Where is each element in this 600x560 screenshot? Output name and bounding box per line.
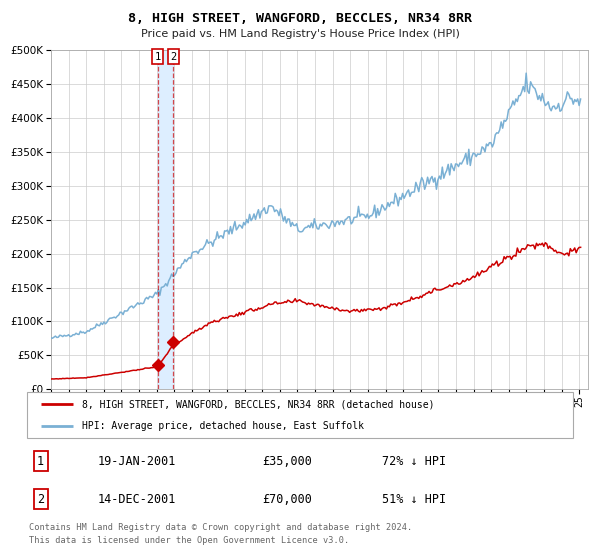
Text: 8, HIGH STREET, WANGFORD, BECCLES, NR34 8RR (detached house): 8, HIGH STREET, WANGFORD, BECCLES, NR34 … — [82, 399, 434, 409]
Text: This data is licensed under the Open Government Licence v3.0.: This data is licensed under the Open Gov… — [29, 536, 349, 545]
Text: 1: 1 — [37, 455, 44, 468]
Text: Contains HM Land Registry data © Crown copyright and database right 2024.: Contains HM Land Registry data © Crown c… — [29, 523, 412, 532]
Text: Price paid vs. HM Land Registry's House Price Index (HPI): Price paid vs. HM Land Registry's House … — [140, 29, 460, 39]
Text: 2: 2 — [170, 52, 176, 62]
Text: £35,000: £35,000 — [262, 455, 311, 468]
Bar — [158, 50, 173, 389]
Text: £70,000: £70,000 — [262, 493, 311, 506]
Text: 8, HIGH STREET, WANGFORD, BECCLES, NR34 8RR: 8, HIGH STREET, WANGFORD, BECCLES, NR34 … — [128, 12, 472, 25]
Text: HPI: Average price, detached house, East Suffolk: HPI: Average price, detached house, East… — [82, 421, 364, 431]
Text: 51% ↓ HPI: 51% ↓ HPI — [382, 493, 446, 506]
Text: 1: 1 — [154, 52, 161, 62]
FancyBboxPatch shape — [27, 392, 573, 438]
Text: 72% ↓ HPI: 72% ↓ HPI — [382, 455, 446, 468]
Text: 2: 2 — [37, 493, 44, 506]
Text: 14-DEC-2001: 14-DEC-2001 — [98, 493, 176, 506]
Text: 19-JAN-2001: 19-JAN-2001 — [98, 455, 176, 468]
